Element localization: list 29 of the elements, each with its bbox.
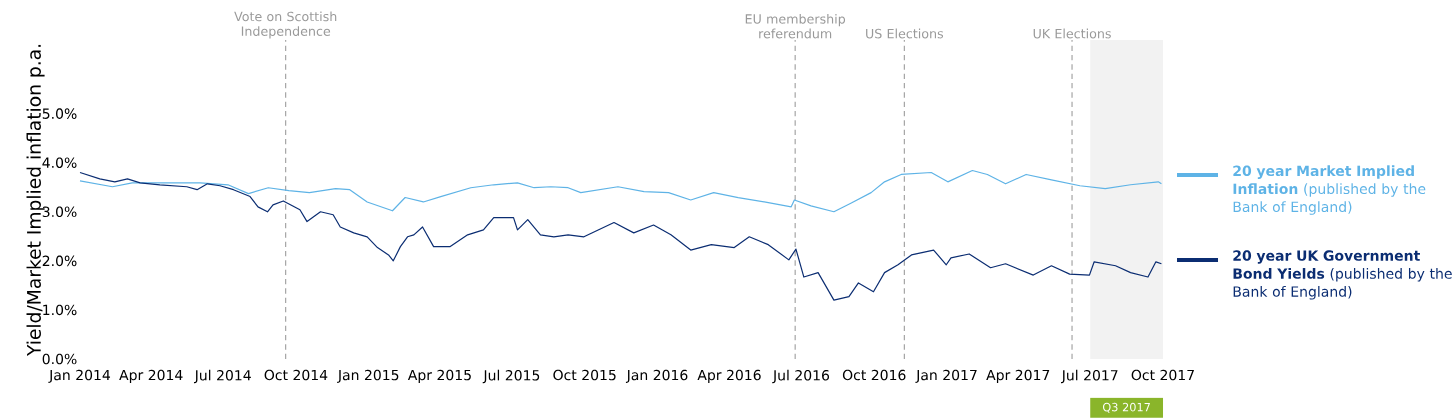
line-series	[79, 171, 1163, 301]
x-tick-label: Oct 2014	[264, 369, 328, 381]
y-tick-label: 5.0%	[42, 108, 77, 119]
x-tick-label: Jul 2016	[772, 369, 830, 384]
ref-line-label: US Elections	[866, 28, 944, 39]
ref-line-label: EU membership referendum	[745, 13, 846, 39]
x-tick-label: Apr 2016	[697, 369, 761, 384]
legend-label: 20 year UK Government Bond Yields (published by the Bank of England)	[1233, 250, 1452, 300]
y-tick-label: 2.0%	[42, 255, 77, 267]
x-tick-label: Jul 2014	[193, 369, 251, 384]
y-tick-label: 1.0%	[43, 304, 77, 316]
y-tick-label: 3.0%	[42, 206, 77, 218]
band-label: Q3 2017	[1102, 402, 1150, 413]
x-tick-label: Oct 2015	[553, 369, 616, 381]
y-tick-label: 0.0%	[42, 353, 77, 365]
x-tick-label: Oct 2017	[1131, 369, 1194, 381]
ref-line-label: Vote on Scottish Independence	[234, 11, 337, 39]
x-tick-label: Apr 2014	[119, 369, 183, 384]
x-tick-label: Jul 2017	[1061, 369, 1118, 384]
x-tick-label: Apr 2017	[986, 369, 1050, 384]
x-tick-label: Jul 2015	[482, 369, 540, 384]
x-tick-label: Oct 2016	[842, 369, 906, 381]
legend-label: 20 year Market Implied Inflation (published by the Bank of England)	[1233, 165, 1426, 215]
x-tick-label: Jan 2016	[625, 369, 688, 383]
x-tick-label: Jan 2015	[337, 369, 399, 383]
x-tick-label: Jan 2017	[915, 369, 977, 383]
x-tick-label: Jan 2014	[48, 369, 111, 383]
x-tick-label: Apr 2015	[407, 369, 471, 384]
ref-line-label: UK Elections	[1033, 28, 1111, 39]
